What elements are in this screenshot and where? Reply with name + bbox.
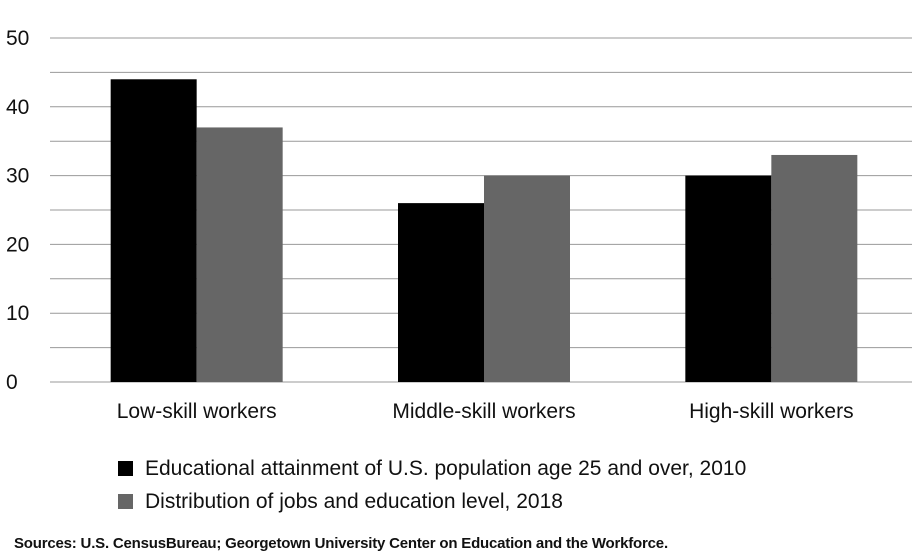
bar-1-2: [398, 203, 484, 382]
x-category-label: High-skill workers: [689, 400, 854, 423]
bar-2-2: [484, 176, 570, 382]
x-category-label: Middle-skill workers: [392, 400, 575, 423]
source-note: Sources: U.S. CensusBureau; Georgetown U…: [14, 535, 668, 552]
bars: [111, 79, 858, 382]
legend-label-series-2: Distribution of jobs and education level…: [145, 490, 563, 514]
y-tick-label: 10: [6, 302, 29, 325]
bar-2-1: [197, 127, 283, 382]
bar-1-1: [111, 79, 197, 382]
y-tick-label: 0: [6, 371, 18, 394]
legend-item-series-2: Distribution of jobs and education level…: [118, 485, 746, 518]
legend-swatch-series-1: [118, 461, 133, 476]
y-axis-ticks: 0 10 20 30 40 50: [6, 27, 29, 394]
bar-chart: 0 10 20 30 40 50 Low-skill workers Middle-skil…: [0, 0, 916, 445]
legend-item-series-1: Educational attainment of U.S. populatio…: [118, 452, 746, 485]
y-tick-label: 40: [6, 96, 29, 119]
x-axis-labels: Low-skill workers Middle-skill workers Hig…: [117, 400, 854, 423]
legend-label-series-1: Educational attainment of U.S. populatio…: [145, 457, 746, 481]
y-tick-label: 30: [6, 165, 29, 188]
legend: Educational attainment of U.S. populatio…: [118, 452, 746, 518]
bar-1-3: [685, 176, 771, 382]
x-category-label: Low-skill workers: [117, 400, 277, 423]
bar-2-3: [771, 155, 857, 382]
y-tick-label: 20: [6, 233, 29, 256]
legend-swatch-series-2: [118, 494, 133, 509]
y-tick-label: 50: [6, 27, 29, 50]
